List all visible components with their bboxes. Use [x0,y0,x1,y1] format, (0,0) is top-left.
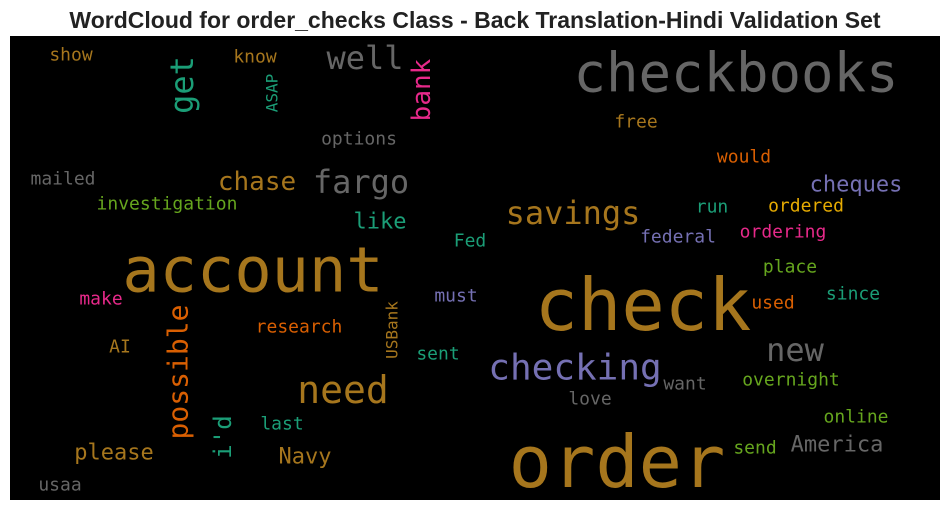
cloud-background [10,36,940,500]
word: well [326,39,403,77]
word: savings [506,194,641,232]
word: overnight [742,370,840,391]
word: last [260,414,303,435]
word: check [535,263,752,347]
word: fargo [313,163,409,201]
word: possible [162,305,195,440]
word: checkbooks [573,42,898,105]
word: usaa [38,475,81,496]
word: America [791,433,884,458]
word: make [79,289,122,310]
word: since [826,284,880,305]
word: account [122,234,383,307]
word: free [614,112,657,133]
word: online [823,407,888,428]
word: federal [640,227,716,248]
word: i'd [209,415,237,458]
chart-title: WordCloud for order_checks Class - Back … [69,7,880,33]
word: used [751,293,794,314]
word: Navy [279,445,332,470]
word: want [663,374,706,395]
word: mailed [30,169,95,190]
word: research [256,317,343,338]
word: cheques [810,173,903,198]
word: love [568,389,611,410]
word: know [233,47,277,68]
word: chase [218,167,296,197]
word: please [74,441,153,466]
word: show [49,45,93,66]
word: ASAP [263,74,282,113]
word: USBank [383,301,402,359]
word: like [354,210,407,235]
word: would [717,147,771,168]
word: Fed [454,231,487,252]
word: options [321,129,397,150]
word: ordered [768,196,844,217]
word: run [696,197,729,218]
word: must [434,286,477,307]
word: need [297,368,389,412]
word: ordering [740,222,827,243]
word: sent [416,344,459,365]
word: bank [407,58,437,121]
word: get [163,56,201,114]
word: investigation [97,194,238,215]
word: order [509,420,726,504]
word: place [763,257,817,278]
word: AI [109,337,131,358]
word: send [733,438,776,459]
word: new [766,331,825,369]
word: checking [488,348,661,389]
